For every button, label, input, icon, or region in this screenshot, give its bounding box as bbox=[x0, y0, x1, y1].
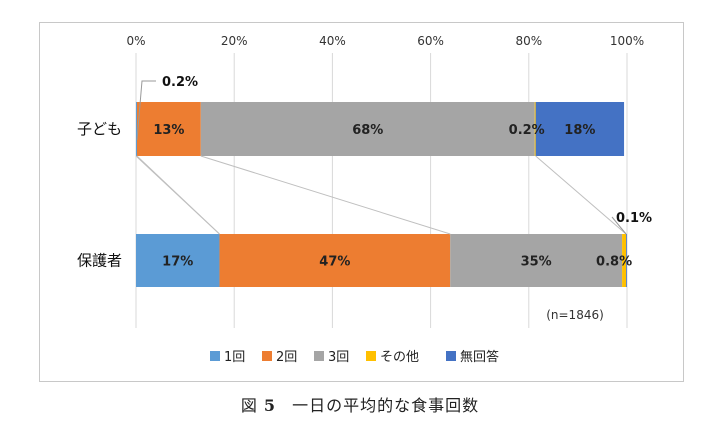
bar-segment bbox=[136, 102, 201, 156]
series-line bbox=[535, 155, 627, 235]
sample-size-note: (n=1846) bbox=[546, 308, 604, 322]
legend-swatch bbox=[366, 351, 376, 361]
callout-leader bbox=[611, 216, 627, 235]
segment-label: 0.2% bbox=[509, 123, 545, 138]
x-tick-label: 60% bbox=[417, 34, 444, 48]
chart-frame: 0% 20% 40% 60% 80% 100% 子ども保護者 13% 68% 0.2% 18% 17%… bbox=[39, 22, 684, 382]
category-label: 子ども bbox=[77, 120, 122, 138]
segment-label: 13% bbox=[153, 123, 184, 138]
legend-label: 2回 bbox=[276, 350, 297, 365]
legend-label: 無回答 bbox=[460, 349, 499, 365]
bar-segment bbox=[534, 102, 536, 156]
callout-label: 0.1% bbox=[616, 211, 652, 226]
segment-label: 18% bbox=[564, 123, 595, 138]
bar-segment bbox=[136, 234, 220, 287]
bar-segment bbox=[219, 234, 451, 287]
x-tick-label: 100% bbox=[610, 34, 644, 48]
bar-segment bbox=[450, 234, 623, 287]
bar-segment bbox=[136, 102, 137, 156]
bar-segment bbox=[535, 102, 625, 156]
segment-label: 47% bbox=[319, 255, 350, 270]
series-line bbox=[200, 155, 451, 235]
legend-label: 1回 bbox=[224, 350, 245, 365]
caption-title: 一日の平均的な食事回数 bbox=[292, 396, 480, 415]
callout-leader bbox=[136, 80, 156, 141]
x-tick-label: 20% bbox=[221, 34, 248, 48]
caption-prefix: 図 bbox=[240, 396, 258, 415]
bar-segment bbox=[622, 234, 627, 287]
segment-label: 17% bbox=[162, 255, 193, 270]
bar-segment bbox=[200, 102, 535, 156]
figure-caption: 図 5 一日の平均的な食事回数 bbox=[0, 392, 720, 416]
category-label: 保護者 bbox=[77, 252, 122, 270]
segment-label: 35% bbox=[521, 255, 552, 270]
x-tick-label: 80% bbox=[515, 34, 542, 48]
legend-swatch bbox=[210, 351, 220, 361]
series-line bbox=[135, 155, 220, 235]
callout-label: 0.2% bbox=[162, 75, 198, 90]
legend-label: その他 bbox=[380, 350, 419, 365]
x-tick-label: 40% bbox=[319, 34, 346, 48]
segment-label: 68% bbox=[352, 123, 383, 138]
segment-label: 0.8% bbox=[596, 255, 632, 270]
legend-swatch bbox=[446, 351, 456, 361]
legend-swatch bbox=[314, 351, 324, 361]
x-tick-label: 0% bbox=[126, 34, 145, 48]
legend-label: 3回 bbox=[328, 350, 349, 365]
bar-segment bbox=[626, 234, 627, 287]
caption-number: 5 bbox=[263, 396, 277, 415]
legend-swatch bbox=[262, 351, 272, 361]
